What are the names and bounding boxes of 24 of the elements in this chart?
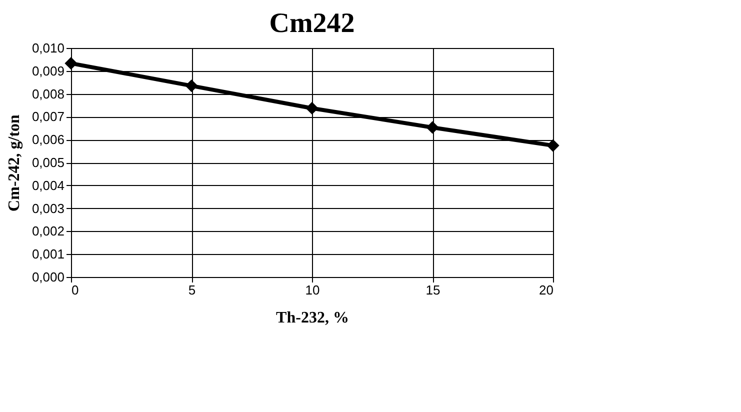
point <box>546 139 560 152</box>
y-tick-label: 0,002 <box>32 224 64 239</box>
point <box>426 121 439 134</box>
y-tick-label: 0,004 <box>32 178 64 193</box>
x-tick-label: 0 <box>72 282 79 298</box>
y-tick-label: 0,009 <box>32 63 64 78</box>
x-tick-label: 15 <box>426 282 440 298</box>
y-tick-label: 0,010 <box>32 40 64 56</box>
y-tick-label: 0,000 <box>32 270 64 284</box>
x-tick-label: 10 <box>305 282 320 298</box>
y-axis-title: Cm-242, g/ton <box>6 114 23 212</box>
x-tick-label: 20 <box>539 282 554 298</box>
y-tick-label: 0,005 <box>32 155 64 170</box>
point <box>306 102 318 115</box>
y-tick-label: 0,008 <box>32 86 64 102</box>
y-tick-label: 0,007 <box>32 109 64 124</box>
chart-title: Cm242 <box>269 8 355 39</box>
y-tick-label: 0,003 <box>32 200 64 216</box>
point <box>64 57 78 70</box>
x-axis-title: Th-232, % <box>276 310 349 326</box>
point <box>185 79 198 92</box>
y-tick-label: 0,001 <box>32 246 64 262</box>
x-tick-label: 5 <box>188 282 196 298</box>
y-tick-label: 0,006 <box>32 132 64 148</box>
